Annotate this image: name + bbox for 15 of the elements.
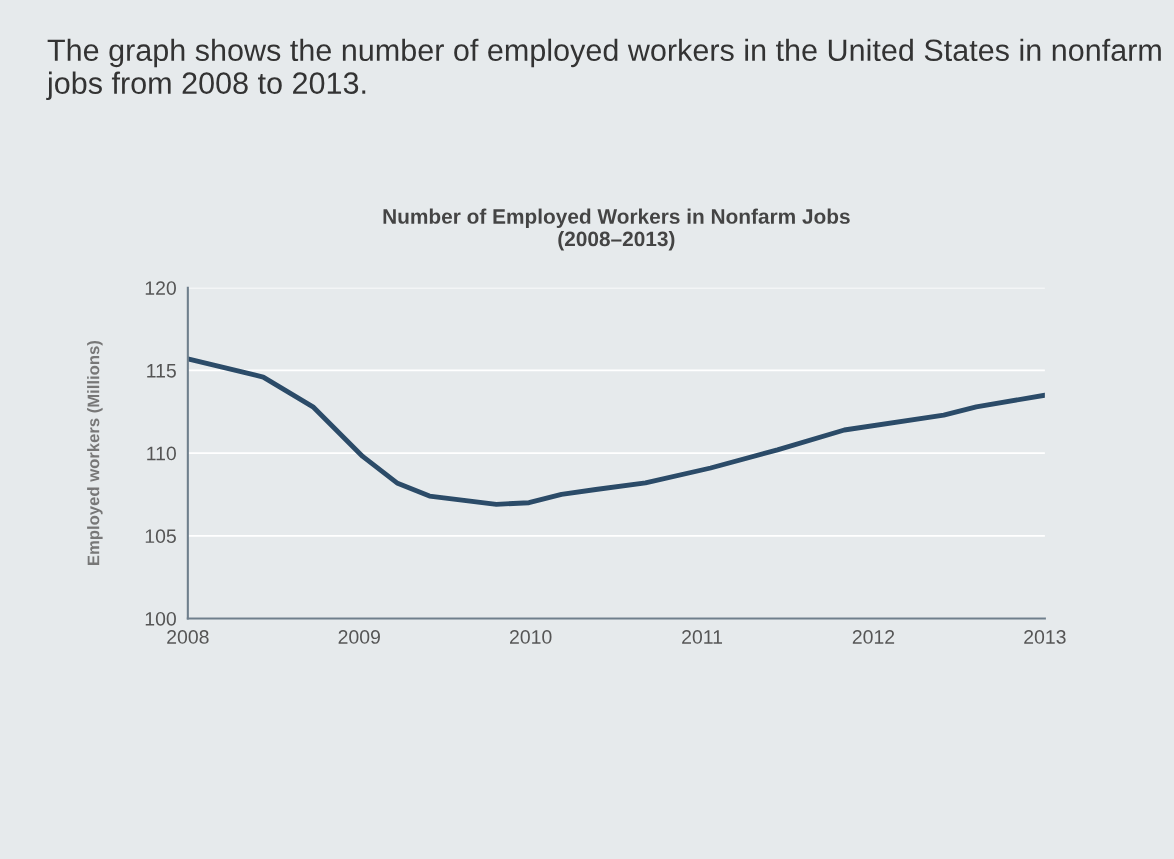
y-tick-label: 105 (145, 529, 176, 544)
y-tick-label: 115 (147, 364, 176, 378)
y-tick-label: 100 (145, 611, 176, 626)
x-tick-label: 2012 (852, 630, 895, 644)
x-tick-label: 2011 (682, 630, 723, 644)
chart-subtitle: The graph shows the number of employed workers in the United States in nonfarm jobs from 2008 to 2013. (46, 38, 1161, 101)
y-tick-label: 110 (147, 446, 176, 461)
x-tick-label: 2008 (167, 630, 209, 644)
y-axis-title: Employed workers (Millions) (87, 340, 103, 565)
x-tick-label: 2010 (510, 630, 552, 644)
x-tick-label: 2009 (338, 630, 380, 644)
chart-title: Number of Employed Workers in Nonfarm Jobs (2008–2013) (383, 208, 850, 251)
y-tick-label: 120 (145, 281, 176, 295)
line-series (187, 356, 1045, 507)
x-tick-label: 2013 (1024, 630, 1066, 644)
